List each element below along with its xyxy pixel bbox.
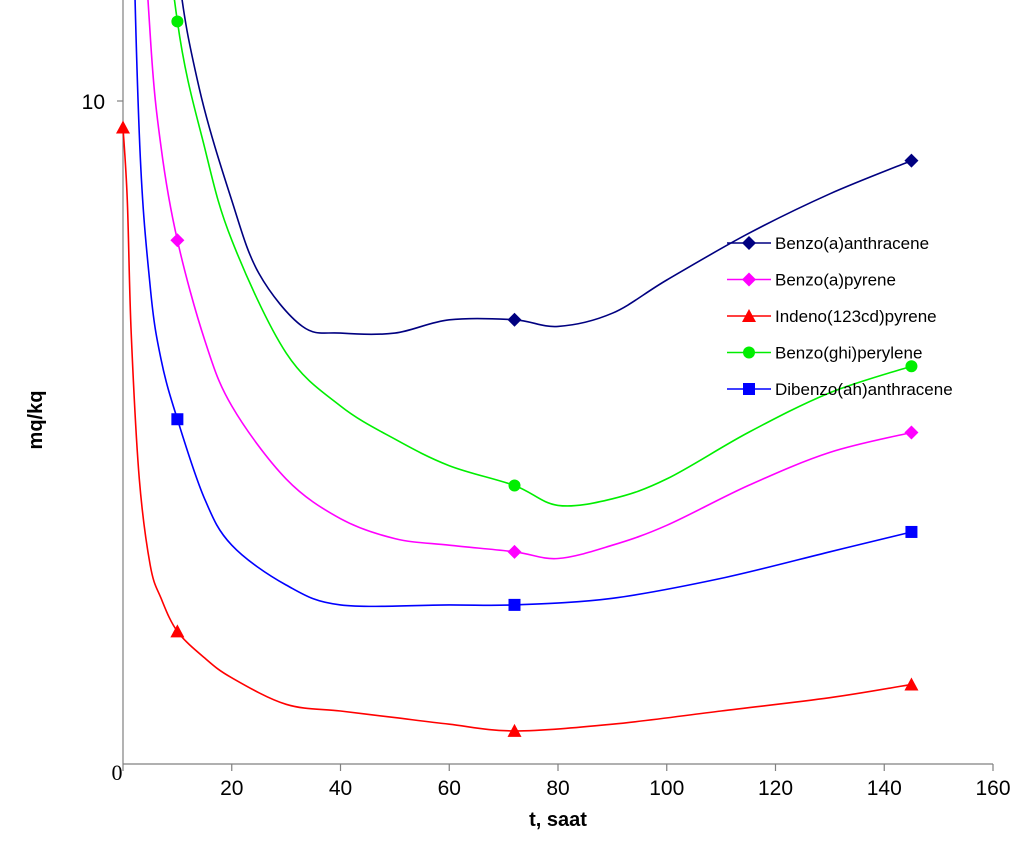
series-1 (147, 0, 919, 560)
series-point (170, 624, 185, 638)
series-point (171, 15, 184, 28)
x-ticks: 20 40 60 80 100 120 140 160 (122, 764, 1011, 800)
series-point (116, 120, 130, 134)
series-point (507, 723, 522, 737)
x-axis-title: t, saat (529, 809, 587, 831)
series-point (507, 312, 522, 327)
series-line (134, 0, 912, 608)
legend-marker (743, 383, 755, 395)
x-tick-label: 60 (438, 777, 461, 800)
legend-label: Benzo(a)pyrene (775, 271, 896, 290)
x-tick-label: 40 (329, 777, 352, 800)
legend-label: Benzo(a)anthracene (775, 234, 929, 253)
series-point (508, 598, 521, 611)
legend-entry: Benzo(a)pyrene (727, 271, 896, 290)
series-point (508, 479, 521, 492)
legend-marker (742, 272, 756, 287)
series-3 (171, 0, 918, 507)
series-2 (116, 120, 919, 737)
x-tick-label: 160 (975, 777, 1010, 800)
y-axis-title: mq/kq (25, 391, 47, 450)
legend-label: Benzo(ghi)perylene (775, 344, 922, 363)
legend: Benzo(a)anthracene Benzo(a)pyrene Indeno(1… (727, 234, 953, 399)
x-tick-label: 20 (220, 777, 243, 800)
y-ticks: 1020304050 (82, 91, 123, 114)
x-tick-label: 80 (546, 777, 569, 800)
series-point (170, 233, 185, 248)
series-point (904, 153, 919, 168)
series-point (904, 425, 919, 440)
legend-marker (742, 309, 756, 322)
series-point (904, 677, 919, 691)
series-point (507, 544, 522, 559)
legend-entry: Indeno(123cd)pyrene (727, 307, 937, 326)
series-line (122, 127, 912, 732)
series-0 (181, 0, 919, 336)
series-point (171, 413, 184, 426)
series-4 (134, 0, 918, 611)
x-tick-label: 140 (867, 777, 902, 800)
series-line (181, 0, 912, 336)
x-tick-label: 100 (649, 777, 684, 800)
legend-marker (743, 346, 755, 359)
x-tick-label: 120 (758, 777, 793, 800)
series-point (905, 360, 918, 373)
legend-entry: Benzo(a)anthracene (727, 234, 929, 253)
y-tick-label: 10 (82, 91, 105, 114)
series-line (147, 0, 912, 560)
legend-label: Indeno(123cd)pyrene (775, 307, 937, 326)
series-line (173, 0, 912, 507)
legend-label: Dibenzo(ah)anthracene (775, 380, 953, 399)
series-point (905, 525, 918, 538)
legend-entry: Benzo(ghi)perylene (727, 344, 922, 363)
legend-marker (742, 236, 756, 250)
series-layer (116, 0, 919, 737)
origin-label: 0 (112, 760, 123, 785)
legend-entry: Dibenzo(ah)anthracene (727, 380, 953, 399)
